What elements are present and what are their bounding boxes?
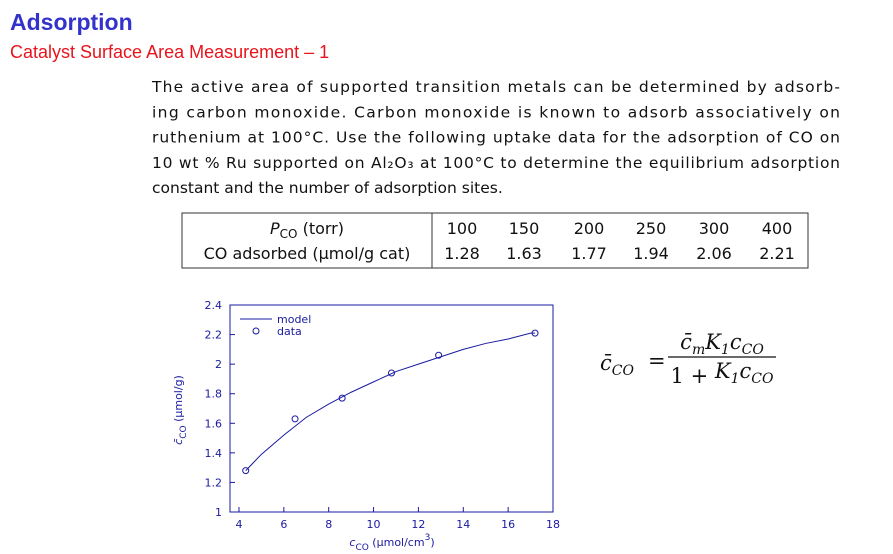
text-part: CO: [355, 543, 368, 553]
paragraph-line: ing carbon monoxide. Carbon monoxide is …: [152, 103, 840, 121]
legend-marker: [252, 327, 260, 335]
text-part: 1: [731, 371, 740, 387]
text-part: ): [430, 536, 434, 549]
table-frame: [181, 212, 809, 269]
text-part: CO: [751, 371, 774, 387]
text-part: c: [739, 359, 751, 383]
text-part: (torr): [297, 219, 344, 238]
text-part: c̄: [600, 351, 612, 375]
equation-equals: =: [648, 349, 666, 373]
row-header: CO adsorbed (µmol/g cat): [204, 244, 411, 263]
model-line: [245, 332, 536, 471]
plot-frame: [229, 304, 554, 513]
text-part: K: [704, 330, 722, 354]
x-tick-label: 4: [235, 518, 242, 531]
y-tick-label: 2.2: [205, 329, 223, 342]
equation-lhs: c̄CO: [600, 351, 634, 379]
data-point: [388, 369, 395, 377]
text-part: m: [692, 342, 705, 358]
y-tick-label: 1.4: [205, 447, 223, 460]
y-tick-label: 2.4: [205, 299, 223, 312]
table-cell: 300: [699, 219, 730, 238]
paragraph-line: The active area of supported transition …: [151, 78, 840, 96]
data-point: [242, 467, 250, 475]
text-part: (µmol/g): [172, 375, 185, 425]
x-tick-label: 8: [325, 518, 332, 531]
y-tick-label: 2: [215, 358, 222, 371]
table-cell: 400: [762, 219, 793, 238]
paragraph-line: 10 wt % Ru supported on Al₂O₃ at 100°C t…: [152, 154, 840, 172]
row-header: PCO (torr): [270, 219, 344, 241]
text-part: CO: [280, 227, 298, 241]
legend-label: data: [277, 325, 302, 338]
legend-label: model: [277, 313, 311, 326]
text-part: K: [714, 359, 732, 383]
y-tick-label: 1.8: [205, 388, 223, 401]
y-tick-label: 1.6: [205, 417, 223, 430]
x-tick-label: 16: [501, 518, 515, 531]
text-part: c̄: [680, 330, 692, 354]
text-part: CO: [742, 342, 765, 358]
data-point: [435, 351, 443, 359]
table-cell: 1.28: [444, 244, 480, 263]
paragraph-line: constant and the number of adsorption si…: [152, 179, 503, 197]
text-part: 1 +: [671, 364, 715, 388]
x-axis-label: cCO (µmol/cm3): [349, 533, 434, 553]
x-tick-label: 18: [546, 518, 560, 531]
text-part: P: [270, 219, 280, 238]
slide-title: Adsorption: [10, 9, 133, 35]
equation-denominator: 1 + K1cCO: [671, 359, 774, 388]
text-part: (µmol/cm: [369, 536, 425, 549]
text-part: CO: [179, 425, 189, 438]
table-cell: 200: [574, 219, 605, 238]
x-tick-label: 6: [280, 518, 287, 531]
text-part: c̄: [172, 438, 185, 445]
text-part: c: [730, 330, 742, 354]
table-cell: 150: [509, 219, 540, 238]
table-cell: 1.94: [633, 244, 669, 263]
data-point: [531, 329, 539, 337]
table-cell: 250: [636, 219, 667, 238]
text-part: CO adsorbed (µmol/g cat): [204, 244, 411, 263]
data-point: [338, 394, 346, 402]
y-tick-label: 1: [215, 506, 222, 519]
paragraph-line: ruthenium at 100°C. Use the following up…: [152, 129, 840, 147]
table-cell: 2.06: [696, 244, 732, 263]
y-axis-label: c̄CO (µmol/g): [172, 375, 189, 445]
table-cell: 100: [447, 219, 478, 238]
x-tick-label: 12: [411, 518, 425, 531]
text-part: CO: [612, 363, 635, 379]
x-tick-label: 10: [367, 518, 381, 531]
text-part: c: [349, 536, 355, 549]
table-cell: 2.21: [759, 244, 795, 263]
table-cell: 1.77: [571, 244, 607, 263]
equation-numerator: c̄mK1cCO: [680, 330, 764, 358]
text-part: 1: [721, 342, 730, 358]
data-point: [291, 415, 299, 423]
slide-subtitle: Catalyst Surface Area Measurement – 1: [10, 42, 329, 62]
table-cell: 1.63: [506, 244, 542, 263]
y-tick-label: 1.2: [205, 476, 223, 489]
text-part: 3: [425, 533, 431, 543]
x-tick-label: 14: [456, 518, 470, 531]
